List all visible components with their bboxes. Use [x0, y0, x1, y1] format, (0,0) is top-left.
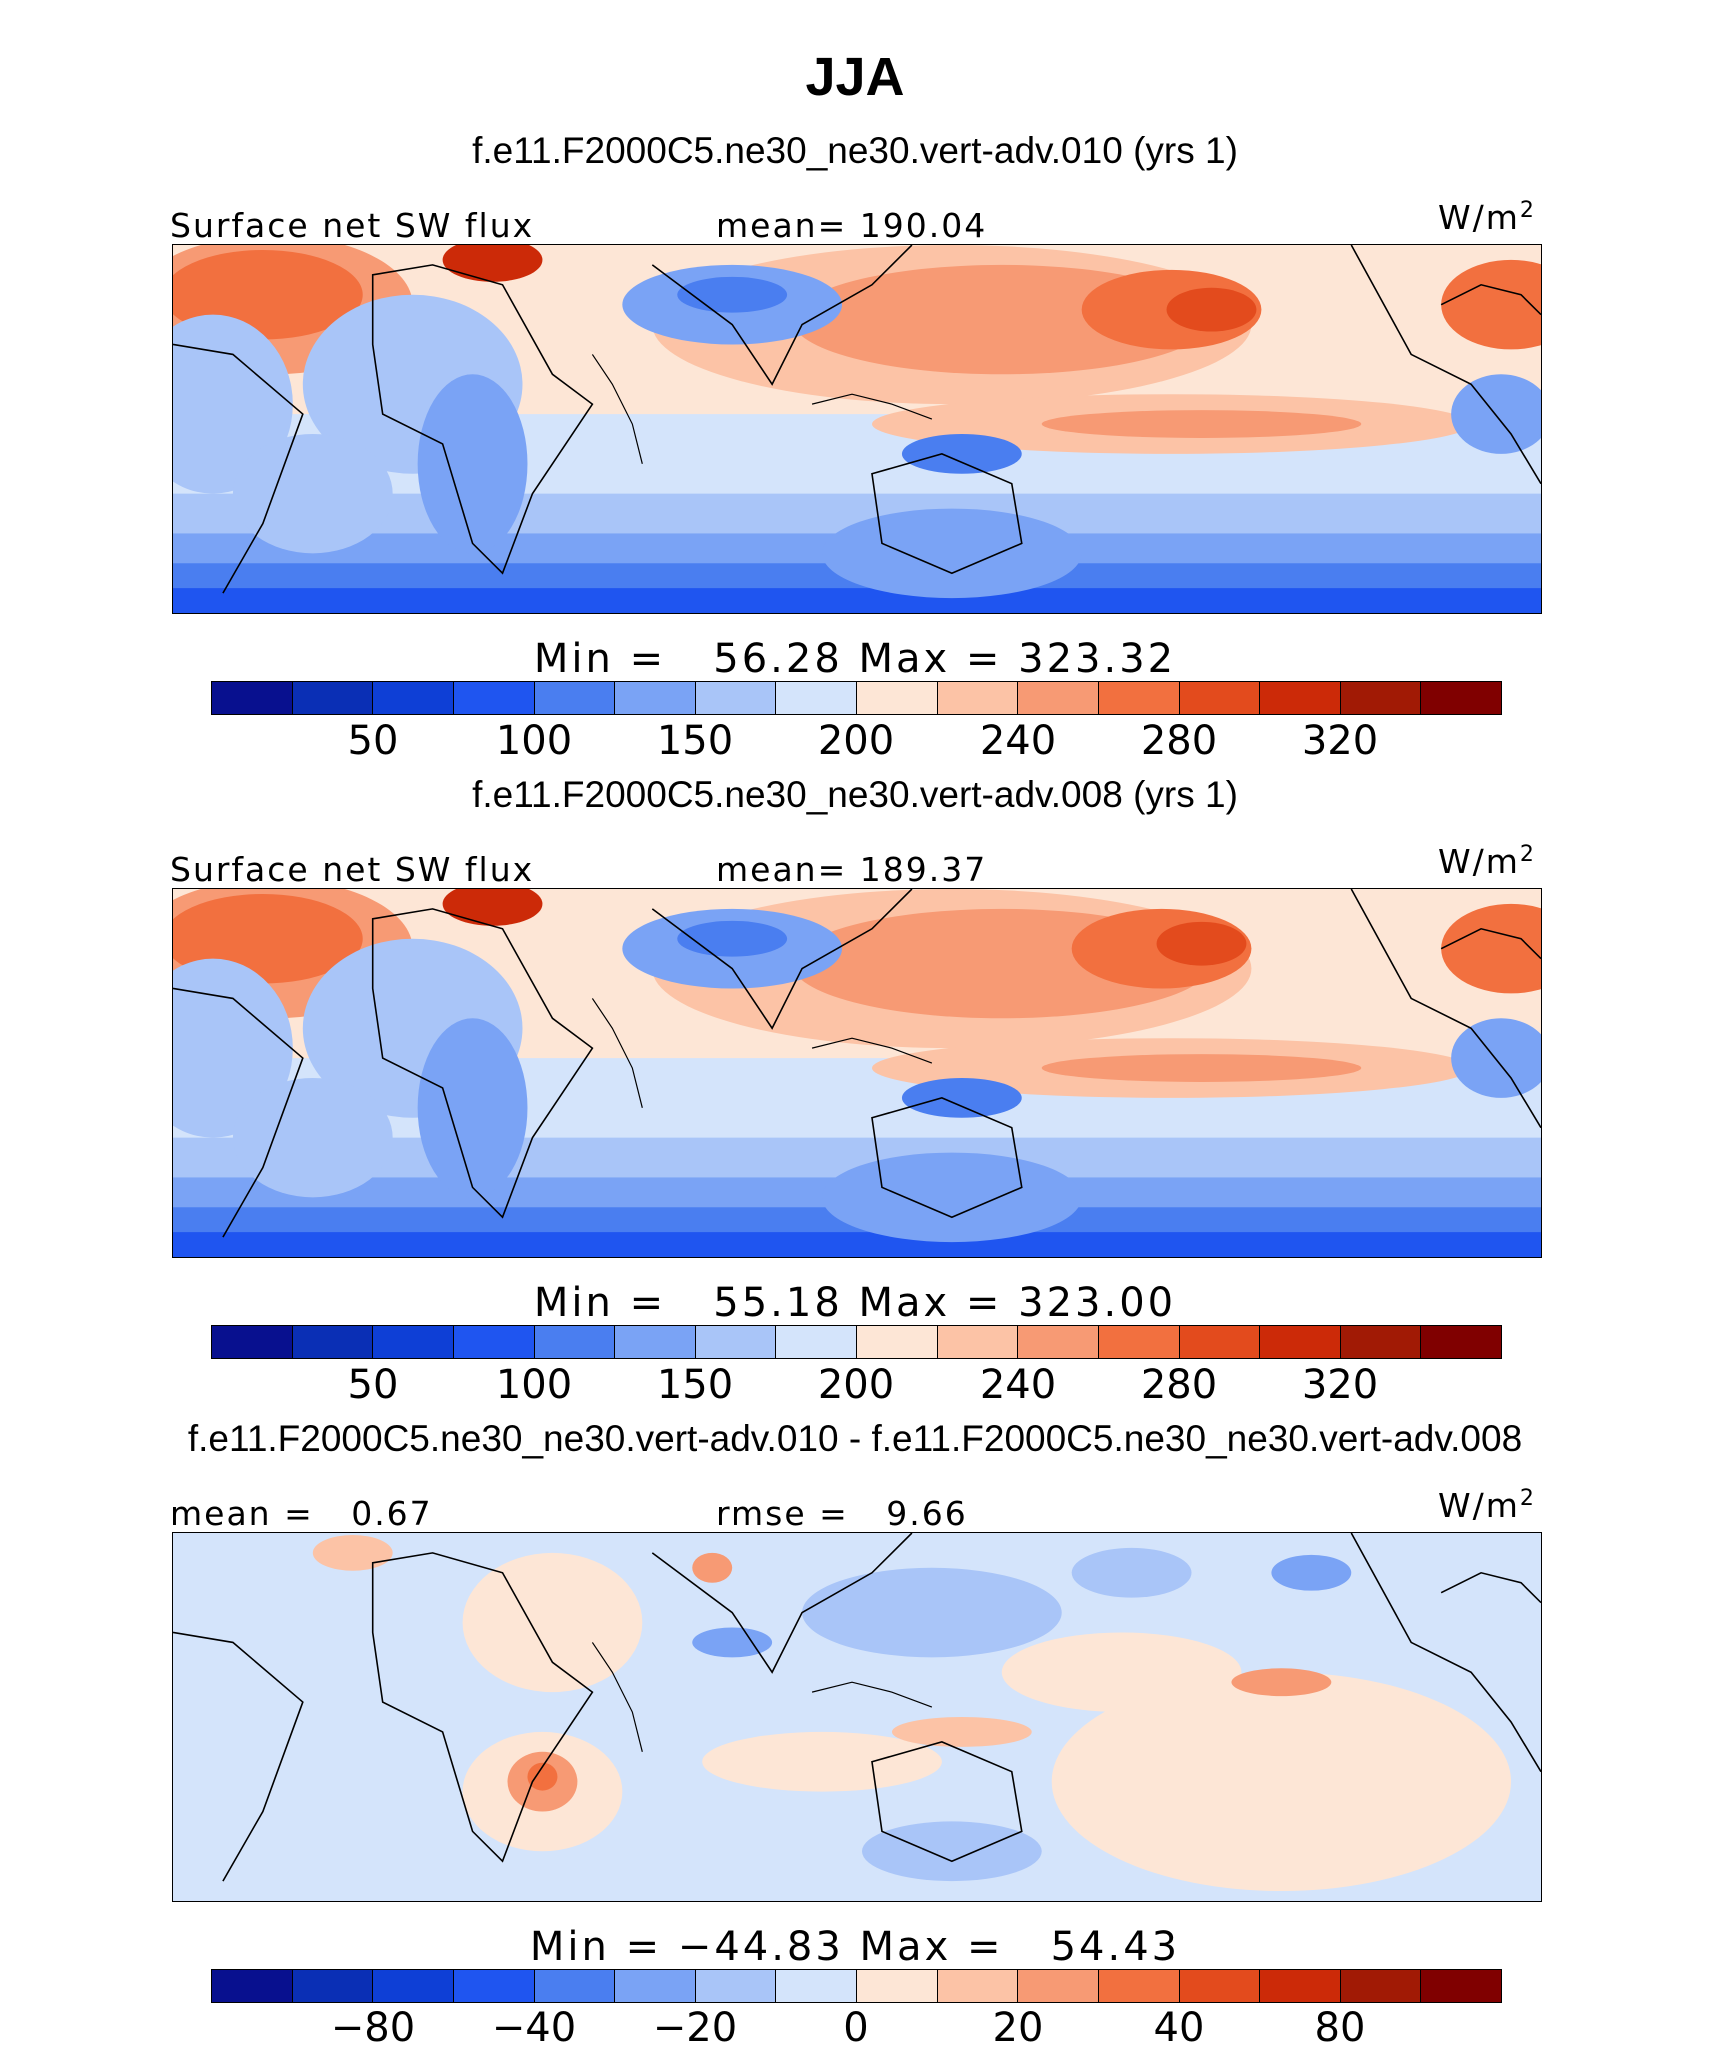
- colorbar-segment: [1260, 1970, 1341, 2002]
- panel-1-mean-label: mean= 190.04: [716, 206, 988, 245]
- colorbar-segment: [615, 1326, 696, 1358]
- colorbar-tick: 0: [843, 2005, 869, 2051]
- colorbar-segment: [1179, 1326, 1261, 1358]
- colorbar-segment: [212, 682, 293, 714]
- colorbar-segment: [615, 682, 696, 714]
- panel-2-mean-label: mean= 189.37: [716, 850, 988, 889]
- colorbar-tick: 280: [1140, 718, 1218, 764]
- colorbar-tick: 40: [1153, 2005, 1205, 2051]
- colorbar-segment: [373, 682, 454, 714]
- panel-1-units: W/m2: [1438, 198, 1536, 237]
- colorbar-tick: 240: [979, 718, 1057, 764]
- colorbar-tick: −40: [491, 2005, 577, 2051]
- colorbar-tick: 240: [979, 1362, 1057, 1408]
- colorbar-segment: [1098, 1970, 1180, 2002]
- panel-3-case-title: f.e11.F2000C5.ne30_ne30.vert-adv.010 - f…: [187, 1418, 1523, 1459]
- colorbar-segment: [212, 1970, 293, 2002]
- colorbar-segment: [292, 1970, 374, 2002]
- panel-3-units: W/m2: [1438, 1486, 1536, 1525]
- colorbar-segment: [776, 1326, 857, 1358]
- colorbar-segment: [1018, 1970, 1099, 2002]
- colorbar-segment: [1098, 682, 1180, 714]
- colorbar-segment: [453, 682, 535, 714]
- colorbar-segment: [373, 1326, 454, 1358]
- colorbar-tick: −80: [330, 2005, 416, 2051]
- colorbar-tick: 320: [1301, 718, 1379, 764]
- colorbar-segment: [1260, 682, 1341, 714]
- colorbar-segment: [373, 1970, 454, 2002]
- panel-3-minmax: Min = −44.83 Max = 54.43: [529, 1924, 1181, 1970]
- colorbar-tick: 20: [992, 2005, 1044, 2051]
- colorbar-segment: [695, 1326, 777, 1358]
- main-title: JJA: [805, 47, 905, 107]
- colorbar-tick: 200: [817, 718, 895, 764]
- panel-3-map: [172, 1532, 1542, 1902]
- colorbar-tick: 80: [1314, 2005, 1366, 2051]
- colorbar-segment: [453, 1970, 535, 2002]
- panel-2-units: W/m2: [1438, 842, 1536, 881]
- panel-3-rmse-label: rmse = 9.66: [716, 1494, 968, 1533]
- colorbar-segment: [1260, 1326, 1341, 1358]
- colorbar-segment: [937, 1326, 1019, 1358]
- colorbar-tick: 100: [495, 1362, 573, 1408]
- colorbar-tick: 320: [1301, 1362, 1379, 1408]
- colorbar-tick: 100: [495, 718, 573, 764]
- colorbar-segment: [1340, 1970, 1422, 2002]
- panel-3-mean-label: mean = 0.67: [170, 1494, 433, 1533]
- colorbar-segment: [1421, 1970, 1501, 2002]
- colorbar-segment: [937, 1970, 1019, 2002]
- panel-2-map: [172, 888, 1542, 1258]
- colorbar-segment: [695, 1970, 777, 2002]
- colorbar-segment: [776, 682, 857, 714]
- panel-1-minmax: Min = 56.28 Max = 323.32: [533, 636, 1177, 682]
- colorbar-segment: [857, 1326, 938, 1358]
- panel-2-map-svg: [173, 889, 1541, 1257]
- panel-2-case-title: f.e11.F2000C5.ne30_ne30.vert-adv.008 (yr…: [472, 774, 1238, 815]
- colorbar-segment: [1421, 682, 1501, 714]
- panel-2-variable-label: Surface net SW flux: [170, 850, 535, 889]
- colorbar-segment: [776, 1970, 857, 2002]
- colorbar-segment: [857, 1970, 938, 2002]
- colorbar-segment: [534, 682, 616, 714]
- colorbar-segment: [1340, 682, 1422, 714]
- panel-3-map-svg: [173, 1533, 1541, 1901]
- colorbar-segment: [1179, 682, 1261, 714]
- colorbar-tick: 50: [347, 1362, 399, 1408]
- colorbar-segment: [534, 1970, 616, 2002]
- colorbar-segment: [1421, 1326, 1501, 1358]
- panel-2-minmax: Min = 55.18 Max = 323.00: [533, 1280, 1177, 1326]
- colorbar-tick: 150: [656, 1362, 734, 1408]
- panel-3-colorbar: [211, 1969, 1502, 2003]
- colorbar-segment: [695, 682, 777, 714]
- colorbar-segment: [1340, 1326, 1422, 1358]
- colorbar-tick: −20: [652, 2005, 738, 2051]
- panel-1-variable-label: Surface net SW flux: [170, 206, 535, 245]
- colorbar-segment: [1179, 1970, 1261, 2002]
- colorbar-segment: [1018, 682, 1099, 714]
- colorbar-tick: 50: [347, 718, 399, 764]
- colorbar-tick: 150: [656, 718, 734, 764]
- colorbar-segment: [534, 1326, 616, 1358]
- colorbar-segment: [212, 1326, 293, 1358]
- panel-1-colorbar: [211, 681, 1502, 715]
- colorbar-segment: [937, 682, 1019, 714]
- panel-1-map-svg: [173, 245, 1541, 613]
- panel-2-colorbar: [211, 1325, 1502, 1359]
- colorbar-segment: [857, 682, 938, 714]
- colorbar-segment: [292, 682, 374, 714]
- colorbar-segment: [1098, 1326, 1180, 1358]
- colorbar-tick: 280: [1140, 1362, 1218, 1408]
- panel-1-map: [172, 244, 1542, 614]
- colorbar-segment: [1018, 1326, 1099, 1358]
- panel-1-case-title: f.e11.F2000C5.ne30_ne30.vert-adv.010 (yr…: [472, 130, 1238, 171]
- colorbar-segment: [292, 1326, 374, 1358]
- colorbar-segment: [615, 1970, 696, 2002]
- colorbar-tick: 200: [817, 1362, 895, 1408]
- colorbar-segment: [453, 1326, 535, 1358]
